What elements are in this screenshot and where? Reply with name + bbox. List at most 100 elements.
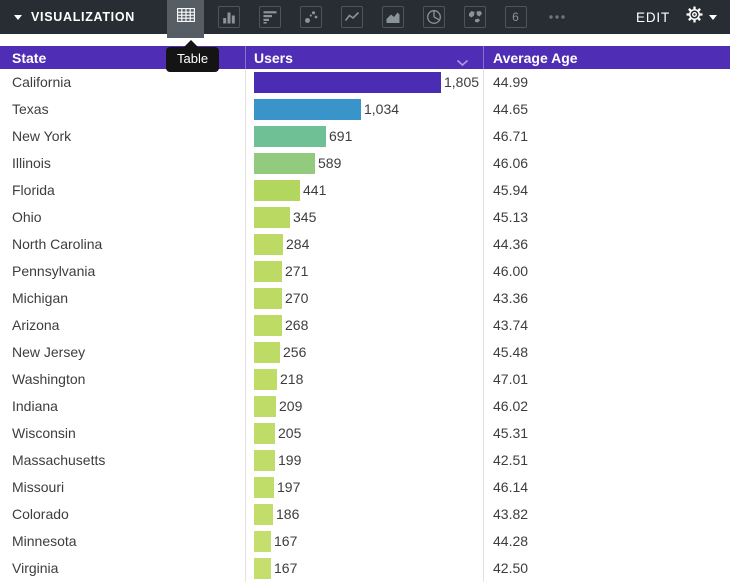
state-cell: Wisconsin [12,425,76,441]
edit-button[interactable]: EDIT [636,9,670,25]
column-header-state-label: State [12,49,47,66]
state-cell: Texas [12,101,49,117]
tab-bar-chart[interactable] [249,0,290,34]
users-cell: 197 [245,474,483,501]
state-cell: Pennsylvania [12,263,96,279]
users-bar [254,477,274,498]
users-value: 197 [277,479,301,495]
users-cell: 284 [245,231,483,258]
table-row: Illinois 589 46.06 [0,150,730,177]
state-cell: Ohio [12,209,42,225]
tab-column-chart[interactable] [208,0,249,34]
users-bar [254,288,282,309]
state-cell: New York [12,128,72,144]
users-value: 167 [274,533,298,549]
users-value: 256 [283,344,307,360]
caret-down-icon [14,14,22,20]
tab-area-chart[interactable] [372,0,413,34]
users-cell: 167 [245,555,483,582]
table-row: Pennsylvania 271 46.00 [0,258,730,285]
users-bar [254,207,290,228]
table-header: State Users Average Age [0,46,730,69]
state-cell: Virginia [12,560,59,576]
users-bar [254,423,275,444]
state-cell: North Carolina [12,236,103,252]
tab-map[interactable] [454,0,495,34]
users-bar [254,153,315,174]
column-header-state[interactable]: State [0,46,245,69]
users-bar [254,72,441,93]
table-row: Washington 218 47.01 [0,366,730,393]
age-cell: 46.71 [483,123,730,150]
state-cell: Missouri [12,479,65,495]
state-cell: Arizona [12,317,60,333]
toolbar-title: VISUALIZATION [31,10,136,24]
users-cell: 270 [245,285,483,312]
users-value: 270 [285,290,309,306]
users-bar [254,369,277,390]
users-bar [254,99,361,120]
users-bar [254,261,282,282]
state-cell: Indiana [12,398,58,414]
scatter-plot-icon [299,6,322,28]
users-cell: 589 [245,150,483,177]
visualization-toolbar: VISUALIZATION [0,0,730,38]
table-row: Colorado 186 43.82 [0,501,730,528]
settings-menu-button[interactable] [685,5,717,29]
tab-line-chart[interactable] [331,0,372,34]
age-cell: 43.36 [483,285,730,312]
bar-chart-icon [258,6,281,28]
gear-icon [685,5,704,29]
table-row: Missouri 197 46.14 [0,474,730,501]
map-icon [463,6,486,28]
users-bar [254,342,280,363]
table-row: Michigan 270 43.36 [0,285,730,312]
single-value-glyph: 6 [512,10,519,24]
users-cell: 256 [245,339,483,366]
age-cell: 44.36 [483,231,730,258]
users-bar [254,504,273,525]
area-chart-icon [381,6,404,28]
visualization-collapse-toggle[interactable]: VISUALIZATION [14,0,135,34]
users-cell: 218 [245,366,483,393]
column-header-average-age[interactable]: Average Age [483,46,730,69]
users-value: 209 [279,398,303,414]
tab-scatter-plot[interactable] [290,0,331,34]
state-cell: Illinois [12,155,51,171]
users-value: 691 [329,128,353,144]
users-bar [254,531,271,552]
age-cell: 44.65 [483,96,730,123]
users-value: 1,034 [364,101,400,117]
users-cell: 186 [245,501,483,528]
caret-down-icon [709,14,717,20]
users-cell: 199 [245,447,483,474]
age-cell: 47.01 [483,366,730,393]
toolbar-right-group: EDIT [636,0,717,34]
users-value: 1,805 [444,74,480,90]
age-cell: 46.00 [483,258,730,285]
tooltip-label: Table [166,47,220,72]
table-row: Virginia 167 42.50 [0,555,730,582]
tab-pie-chart[interactable] [413,0,454,34]
tab-table-visualization[interactable] [167,0,204,38]
table-body: California 1,805 44.99 Texas 1,034 44.65 New Y… [0,69,730,582]
column-header-users[interactable]: Users [245,46,483,69]
users-value: 345 [293,209,317,225]
age-cell: 46.14 [483,474,730,501]
tooltip-arrow-icon [184,40,198,47]
state-cell: California [12,74,72,90]
age-cell: 42.51 [483,447,730,474]
table-icon [176,7,195,27]
state-cell: Michigan [12,290,69,306]
chevron-down-icon[interactable] [456,54,469,70]
more-chart-types-button[interactable] [536,0,577,34]
users-bar [254,450,275,471]
table-row: Arizona 268 43.74 [0,312,730,339]
users-cell: 1,805 [245,69,483,96]
table-row: California 1,805 44.99 [0,69,730,96]
tab-single-value[interactable]: 6 [495,0,536,34]
tooltip: Table [166,40,220,72]
state-cell: Colorado [12,506,69,522]
users-cell: 1,034 [245,96,483,123]
table-row: Minnesota 167 44.28 [0,528,730,555]
